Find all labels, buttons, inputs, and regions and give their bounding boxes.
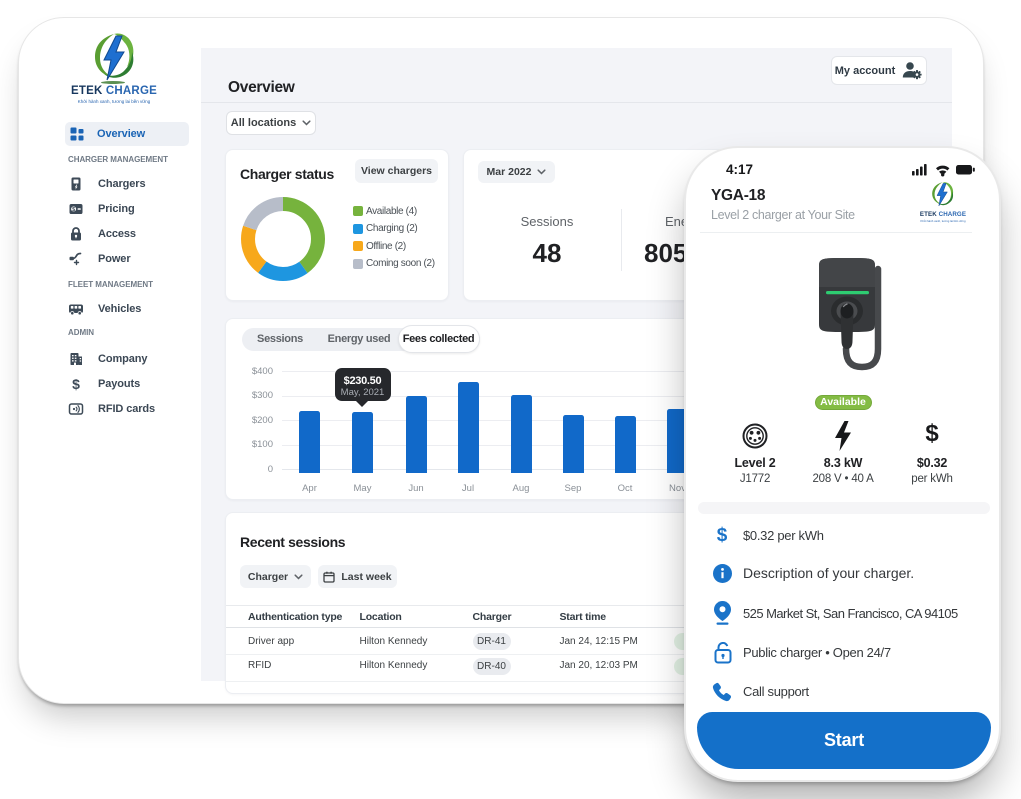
svg-text:$: $: [72, 376, 80, 392]
svg-text:$: $: [72, 207, 75, 213]
